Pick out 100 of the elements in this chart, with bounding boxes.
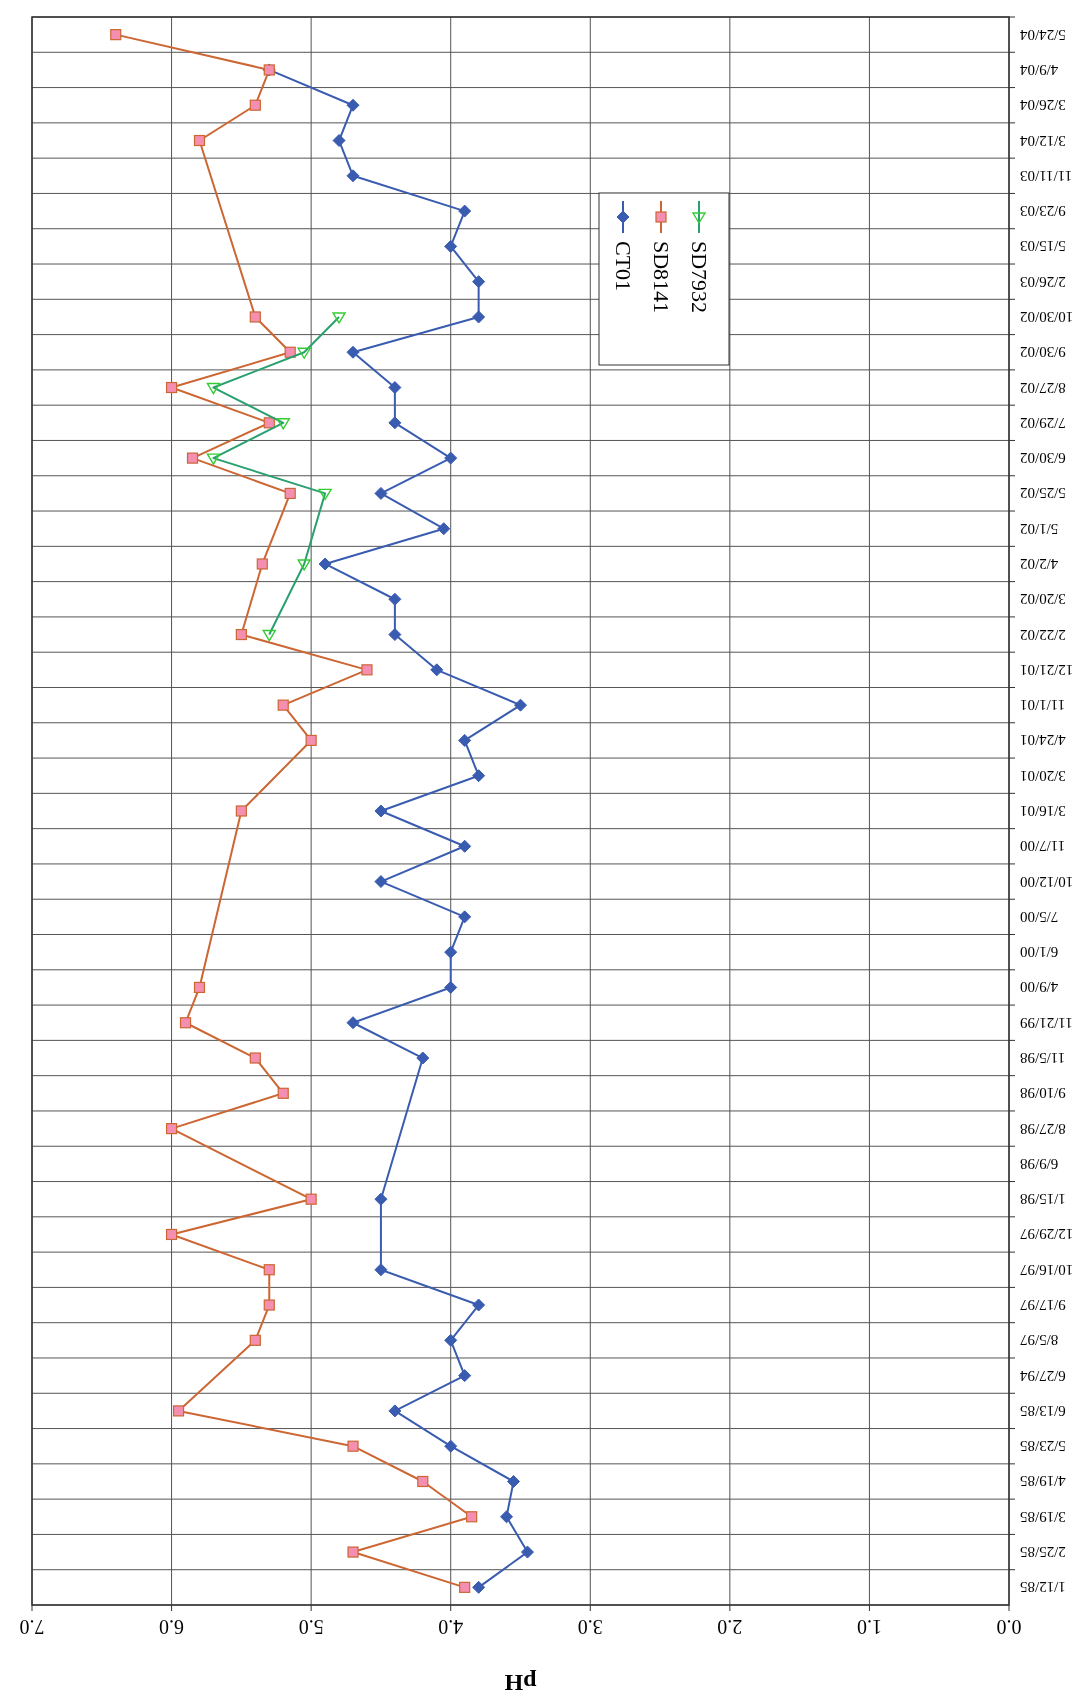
point: [284, 487, 296, 499]
y-tick-label: 3/16/01: [1020, 803, 1066, 819]
point: [263, 1299, 275, 1311]
point: [249, 1052, 261, 1064]
y-tick-label: 10/16/97: [1019, 1261, 1074, 1278]
point: [458, 204, 472, 218]
point: [347, 1546, 359, 1558]
x-tick-label: 6.0: [159, 1616, 185, 1638]
point: [444, 1439, 458, 1453]
y-tick-label: 7/5/00: [1020, 908, 1059, 925]
point: [437, 522, 451, 536]
point: [520, 1545, 534, 1559]
point: [235, 628, 247, 641]
point: [466, 1511, 478, 1523]
point: [416, 1051, 430, 1065]
y-tick-label: 5/15/03: [1020, 238, 1066, 255]
legend-label: SD8141: [648, 241, 674, 314]
point: [374, 804, 388, 818]
point: [346, 1016, 360, 1030]
y-tick-label: 3/12/04: [1019, 132, 1066, 149]
x-axis-title: pH: [504, 1670, 537, 1696]
point: [444, 945, 458, 959]
point: [346, 98, 360, 112]
point: [444, 1333, 458, 1347]
point: [165, 1228, 178, 1241]
point: [444, 239, 458, 253]
x-tick-label: 3.0: [577, 1616, 603, 1638]
point: [514, 698, 527, 712]
y-tick-label: 11/7/00: [1020, 838, 1066, 855]
y-tick-label: 4/9/04: [1019, 61, 1059, 78]
point: [430, 663, 444, 677]
point: [305, 1193, 317, 1205]
point: [179, 1017, 192, 1029]
y-tick-label: 1/15/98: [1020, 1191, 1066, 1208]
point: [346, 345, 360, 359]
point: [256, 558, 268, 570]
y-tick-label: 6/27/94: [1019, 1367, 1066, 1384]
point: [172, 1405, 185, 1417]
point: [186, 452, 199, 464]
point: [277, 699, 289, 711]
y-tick-label: 5/25/02: [1020, 485, 1066, 502]
y-tick-label: 9/23/03: [1020, 203, 1066, 220]
y-tick-label: 9/10/98: [1020, 1085, 1066, 1102]
point: [472, 1298, 486, 1312]
point: [388, 416, 402, 430]
y-tick-label: 3/26/04: [1019, 97, 1066, 114]
point: [165, 1123, 178, 1135]
point: [374, 875, 388, 889]
y-tick-label: 5/1/02: [1020, 520, 1059, 537]
point: [444, 980, 458, 994]
y-tick-label: 8/27/98: [1020, 1120, 1066, 1137]
point: [193, 134, 206, 147]
point: [305, 734, 317, 747]
point: [110, 29, 122, 41]
point: [374, 486, 388, 500]
y-tick-label: 6/1/00: [1020, 944, 1059, 961]
point: [332, 134, 346, 148]
point: [458, 733, 472, 747]
point: [458, 1369, 472, 1383]
point: [444, 451, 458, 465]
y-tick-label: 4/2/02: [1020, 555, 1059, 572]
point: [249, 99, 261, 111]
y-tick-label: 2/25/85: [1020, 1544, 1066, 1561]
y-tick-label: 10/30/02: [1020, 308, 1074, 325]
y-tick-label: 4/24/01: [1020, 732, 1066, 749]
y-tick-label: 7/29/02: [1020, 414, 1066, 431]
point: [263, 1264, 275, 1276]
point: [388, 1404, 402, 1418]
point: [388, 628, 402, 642]
y-tick-label: 2/22/02: [1020, 626, 1066, 643]
y-tick-label: 3/20/01: [1020, 767, 1066, 784]
point: [374, 1263, 388, 1277]
x-tick-label: 0.0: [996, 1616, 1022, 1638]
point: [459, 1581, 471, 1593]
y-tick-label: 11/1/01: [1020, 697, 1066, 714]
y-tick-label: 10/12/00: [1020, 873, 1074, 890]
point: [249, 311, 261, 323]
point: [500, 1510, 514, 1524]
y-tick-label: 3/20/02: [1020, 591, 1066, 608]
y-tick-label: 5/23/85: [1020, 1438, 1066, 1455]
legend-label: CT01: [610, 241, 636, 292]
x-tick-label: 7.0: [19, 1616, 45, 1638]
point: [458, 910, 472, 924]
point: [472, 310, 486, 324]
point: [318, 557, 332, 571]
point: [388, 592, 402, 606]
y-tick-label: 8/5/97: [1019, 1332, 1059, 1349]
y-tick-label: 11/11/03: [1020, 167, 1073, 184]
y-tick-label: 9/30/02: [1020, 344, 1066, 361]
y-tick-label: 11/5/98: [1020, 1050, 1066, 1067]
point: [346, 169, 360, 183]
point: [374, 1192, 388, 1206]
point: [472, 769, 486, 783]
point: [193, 981, 206, 994]
y-tick-label: 9/17/97: [1019, 1297, 1066, 1314]
y-tick-label: 8/27/02: [1020, 379, 1066, 396]
y-tick-label: 2/26/03: [1020, 273, 1066, 290]
x-tick-label: 5.0: [298, 1616, 324, 1638]
x-tick-label: 2.0: [717, 1616, 743, 1638]
y-tick-label: 6/30/02: [1020, 450, 1066, 467]
